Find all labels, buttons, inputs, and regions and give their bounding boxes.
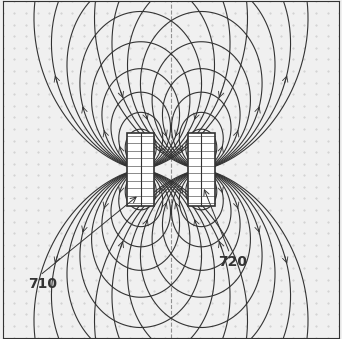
Text: 710: 710 [28, 277, 57, 291]
Text: 720: 720 [218, 255, 247, 269]
Bar [127, 133, 154, 206]
Bar [188, 133, 215, 206]
